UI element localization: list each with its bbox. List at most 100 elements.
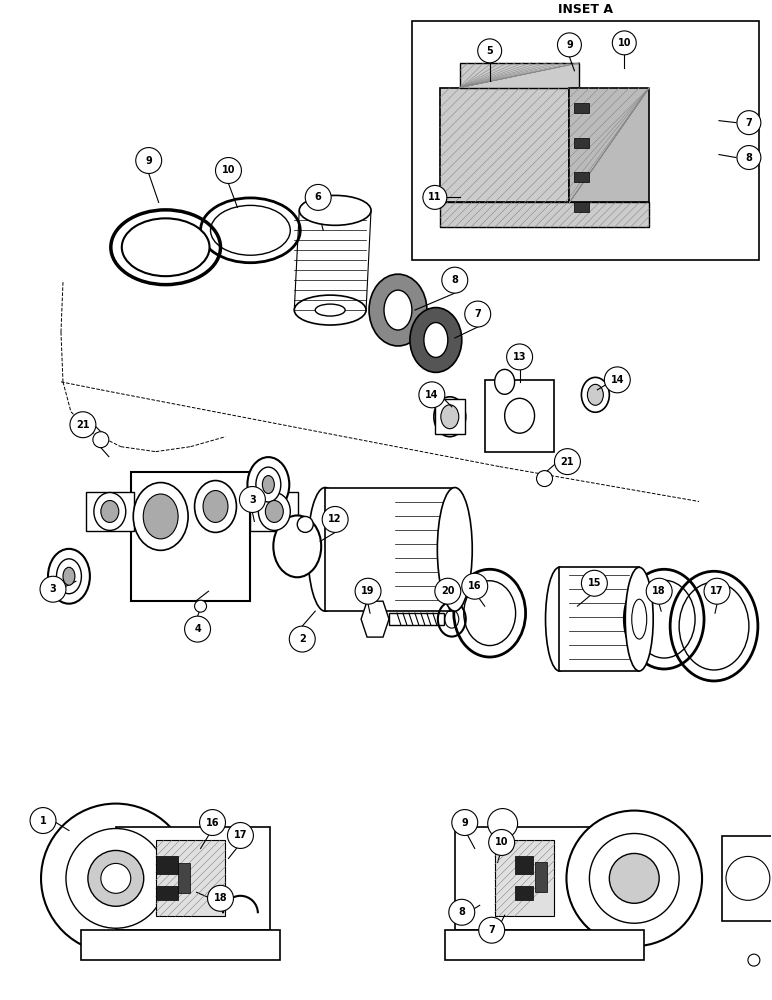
Ellipse shape — [144, 494, 178, 539]
Ellipse shape — [122, 218, 209, 276]
Circle shape — [290, 626, 315, 652]
Circle shape — [297, 516, 313, 532]
Circle shape — [449, 899, 475, 925]
Circle shape — [488, 809, 517, 838]
Circle shape — [557, 33, 581, 57]
Circle shape — [93, 432, 109, 448]
Circle shape — [423, 185, 447, 209]
Ellipse shape — [56, 559, 81, 594]
Bar — [574, 103, 589, 113]
Ellipse shape — [410, 308, 462, 372]
Circle shape — [88, 850, 144, 906]
Text: 2: 2 — [299, 634, 306, 644]
Ellipse shape — [63, 567, 75, 585]
Circle shape — [41, 804, 191, 953]
Text: 8: 8 — [452, 275, 459, 285]
Text: 9: 9 — [566, 40, 573, 50]
Bar — [156, 856, 178, 874]
Circle shape — [489, 830, 515, 855]
Ellipse shape — [48, 549, 90, 604]
Ellipse shape — [631, 599, 647, 639]
Bar — [460, 63, 580, 88]
Bar — [178, 863, 190, 893]
Text: 5: 5 — [486, 46, 493, 56]
Ellipse shape — [266, 500, 283, 522]
Bar — [560, 567, 639, 671]
Circle shape — [452, 810, 478, 835]
Circle shape — [704, 578, 730, 604]
Bar — [412, 21, 759, 260]
Ellipse shape — [111, 210, 221, 285]
Ellipse shape — [94, 493, 126, 530]
Ellipse shape — [424, 323, 448, 357]
Circle shape — [199, 810, 225, 835]
Bar — [250, 492, 298, 531]
Circle shape — [435, 578, 461, 604]
Ellipse shape — [441, 405, 459, 429]
Bar — [515, 886, 533, 900]
Bar — [130, 472, 250, 601]
Polygon shape — [361, 601, 389, 637]
Circle shape — [305, 184, 331, 210]
Bar — [574, 138, 589, 148]
Ellipse shape — [134, 483, 188, 550]
Text: 10: 10 — [222, 165, 235, 175]
Ellipse shape — [262, 476, 274, 494]
Ellipse shape — [438, 488, 472, 611]
Text: 21: 21 — [560, 457, 574, 467]
Text: 10: 10 — [618, 38, 631, 48]
Bar — [574, 172, 589, 182]
Bar — [116, 827, 270, 930]
Text: 20: 20 — [441, 586, 455, 596]
Circle shape — [567, 811, 702, 946]
Circle shape — [554, 449, 581, 475]
Text: 8: 8 — [459, 907, 466, 917]
Text: 16: 16 — [468, 581, 482, 591]
Ellipse shape — [101, 500, 119, 522]
Circle shape — [442, 267, 468, 293]
Bar — [722, 836, 772, 921]
Text: 11: 11 — [428, 192, 442, 202]
Ellipse shape — [203, 491, 228, 522]
Text: 13: 13 — [513, 352, 527, 362]
Text: 9: 9 — [462, 818, 468, 828]
Text: 6: 6 — [315, 192, 322, 202]
Text: 14: 14 — [425, 390, 438, 400]
Ellipse shape — [259, 493, 290, 530]
Circle shape — [604, 367, 630, 393]
Bar — [574, 202, 589, 212]
Ellipse shape — [581, 377, 609, 412]
Circle shape — [726, 856, 770, 900]
Circle shape — [208, 885, 233, 911]
Text: 12: 12 — [328, 514, 342, 524]
Ellipse shape — [625, 567, 653, 671]
Ellipse shape — [505, 398, 534, 433]
Ellipse shape — [308, 488, 343, 611]
Bar — [389, 613, 444, 625]
Text: 16: 16 — [206, 818, 219, 828]
Bar — [156, 886, 178, 900]
Circle shape — [195, 600, 207, 612]
Circle shape — [136, 148, 161, 173]
Circle shape — [646, 578, 672, 604]
Circle shape — [185, 616, 211, 642]
Ellipse shape — [315, 304, 345, 316]
Circle shape — [465, 301, 491, 327]
Circle shape — [506, 344, 533, 370]
Circle shape — [322, 506, 348, 532]
Text: 1: 1 — [39, 816, 46, 826]
Text: 15: 15 — [587, 578, 601, 588]
Text: 21: 21 — [76, 420, 90, 430]
Ellipse shape — [256, 467, 281, 502]
Ellipse shape — [294, 295, 366, 325]
Bar — [534, 862, 547, 892]
Text: 8: 8 — [746, 153, 753, 163]
Circle shape — [215, 158, 242, 183]
Circle shape — [537, 471, 553, 487]
Circle shape — [30, 808, 56, 833]
Text: 10: 10 — [495, 837, 509, 847]
Circle shape — [66, 829, 166, 928]
Ellipse shape — [369, 274, 427, 346]
Text: 7: 7 — [746, 118, 752, 128]
Text: 17: 17 — [710, 586, 724, 596]
